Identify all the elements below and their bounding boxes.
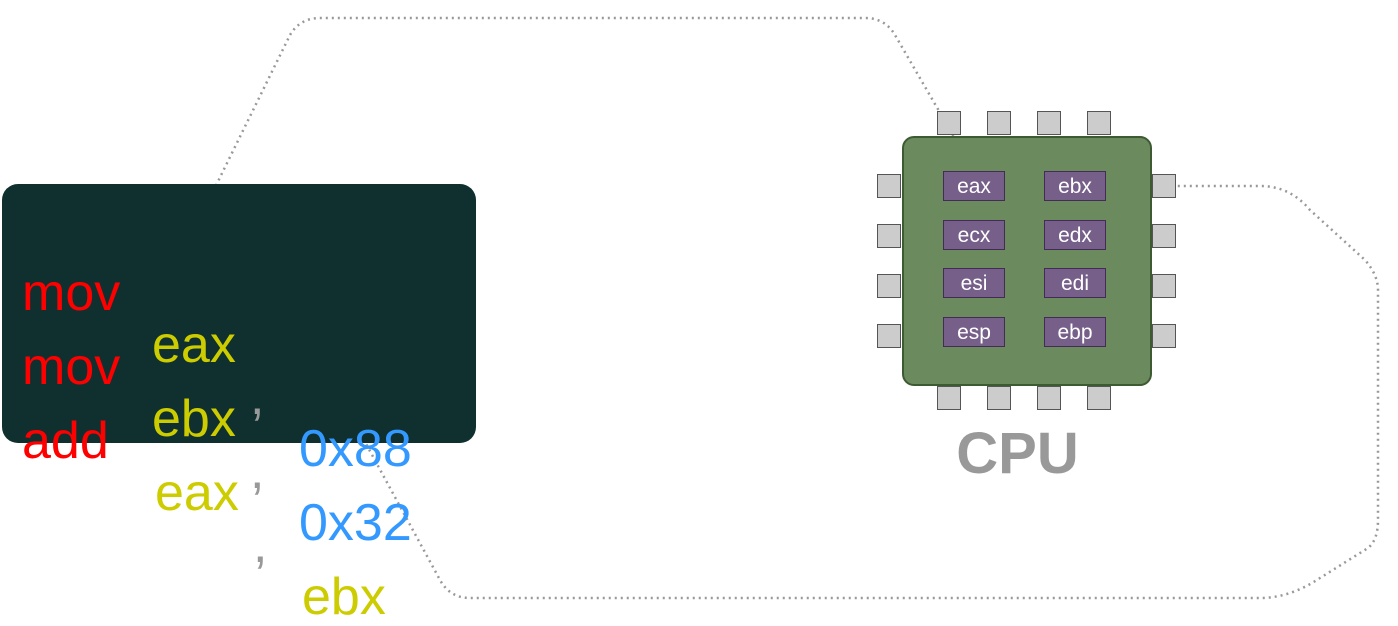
chip-pin [877,274,901,298]
chip-pin [987,111,1011,135]
destination-register: eax [155,464,239,522]
register-ebx: ebx [1044,171,1106,201]
chip-pin [1152,324,1176,348]
source-register: ebx [302,568,386,626]
assembly-code-block [2,184,476,443]
cpu-label: CPU [956,421,1079,486]
code-line-1: mov eax , 0x88 [22,215,412,475]
comma: , [250,442,265,500]
chip-pin [937,111,961,135]
opcode: mov [22,264,121,322]
register-esp: esp [943,317,1005,347]
opcode: add [22,412,109,470]
chip-pin [1152,174,1176,198]
register-edx: edx [1044,220,1106,250]
chip-pin [1152,274,1176,298]
chip-pin [1037,386,1061,410]
register-esi: esi [943,268,1005,298]
cpu-chip [902,136,1152,386]
immediate-value: 0x32 [299,494,412,552]
chip-pin [1087,386,1111,410]
chip-pin [877,224,901,248]
connector-ebx-operand-to-ebx-register [350,173,1380,600]
chip-pin [987,386,1011,410]
code-line-2: mov ebx , 0x32 [22,289,412,549]
destination-register: ebx [152,390,236,448]
immediate-value: 0x88 [299,420,412,478]
comma: , [253,516,268,574]
opcode: mov [22,338,121,396]
register-eax: eax [943,171,1005,201]
chip-pin [877,174,901,198]
chip-pin [937,386,961,410]
chip-pin [1037,111,1061,135]
comma: , [250,368,265,426]
code-line-3: add eax , ebx [22,363,386,623]
chip-pin [877,324,901,348]
chip-pin [1087,111,1111,135]
register-ebp: ebp [1044,317,1106,347]
chip-pin [1152,224,1176,248]
destination-register: eax [152,316,236,374]
register-ecx: ecx [943,220,1005,250]
register-edi: edi [1044,268,1106,298]
